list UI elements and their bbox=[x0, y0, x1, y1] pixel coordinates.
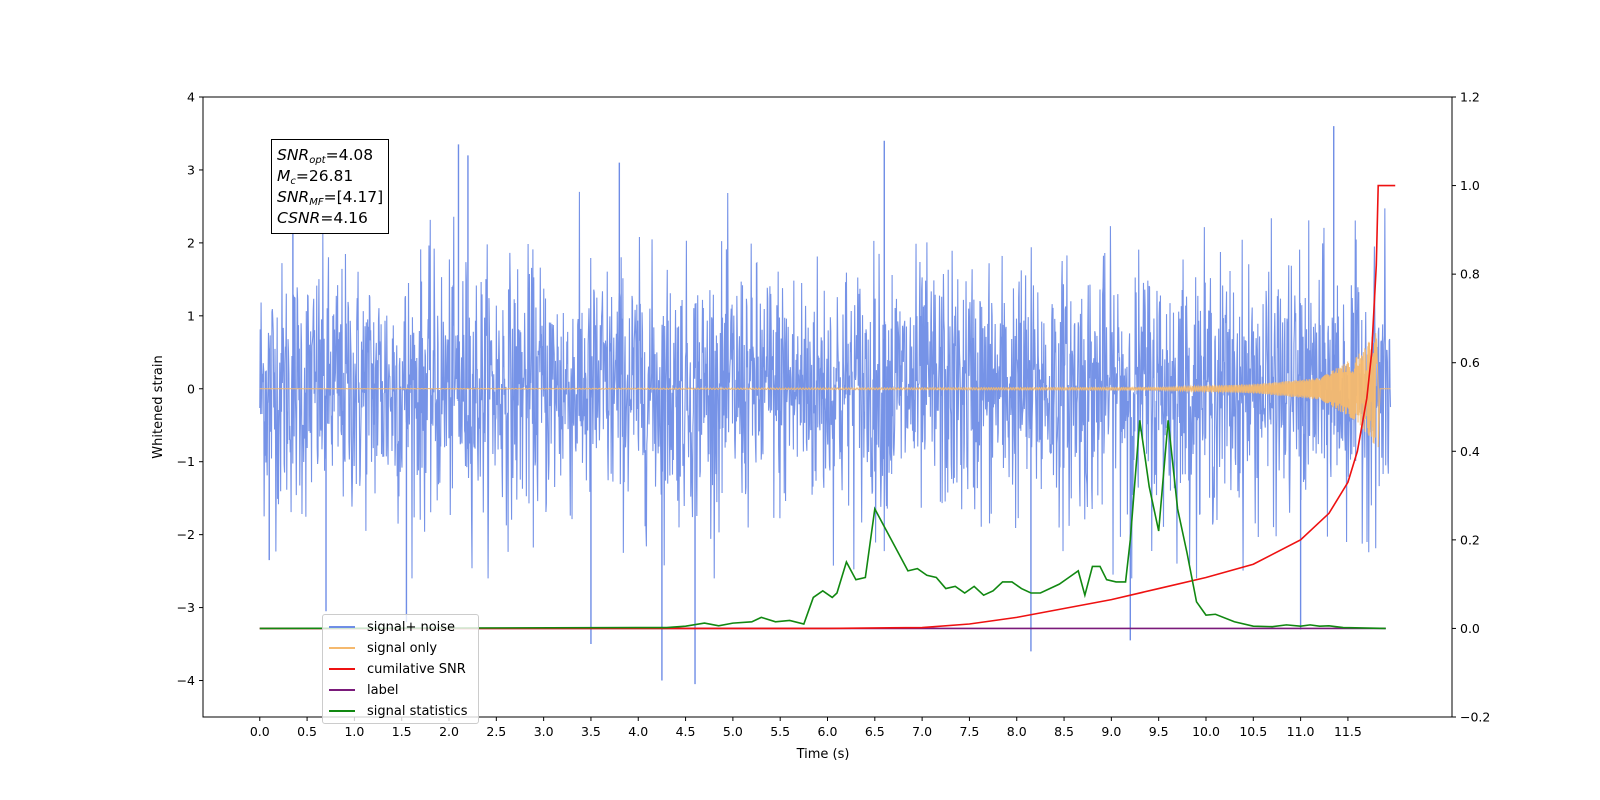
x-tick-label: 1.5 bbox=[392, 724, 412, 739]
x-tick-label: 8.0 bbox=[1007, 724, 1027, 739]
series-layer bbox=[259, 126, 1396, 685]
y-tick-label: 2 bbox=[187, 235, 195, 250]
x-tick-label: 11.5 bbox=[1334, 724, 1362, 739]
y-tick-label: −2 bbox=[177, 527, 195, 542]
y-tick-label: −1 bbox=[177, 454, 195, 469]
x-tick-label: 2.0 bbox=[439, 724, 459, 739]
x-tick-label: 0.5 bbox=[297, 724, 317, 739]
legend-swatch bbox=[329, 668, 355, 670]
y-tick-label: −3 bbox=[177, 600, 195, 615]
legend-label: signal+ noise bbox=[367, 619, 456, 635]
series-cumulative-snr-line bbox=[259, 184, 1396, 630]
x-tick-label: 7.0 bbox=[912, 724, 932, 739]
x-tick-label: 8.5 bbox=[1054, 724, 1074, 739]
series-signal-only-line bbox=[259, 333, 1391, 448]
y-tick-label: 4 bbox=[187, 90, 195, 105]
x-tick-label: 2.5 bbox=[486, 724, 506, 739]
legend-swatch bbox=[329, 647, 355, 649]
x-tick-label: 4.5 bbox=[676, 724, 696, 739]
snr-mf-line: SNRMF=[4.17] bbox=[277, 188, 384, 208]
plot-frame bbox=[202, 96, 1453, 718]
legend-swatch bbox=[329, 626, 355, 628]
y2-tick-label: 0.4 bbox=[1460, 444, 1480, 459]
y-tick-label: 1 bbox=[187, 308, 195, 323]
y2-tick-label: 0.0 bbox=[1460, 621, 1480, 636]
legend-swatch bbox=[329, 710, 355, 712]
legend-label: signal only bbox=[367, 640, 438, 656]
x-tick-label: 5.0 bbox=[723, 724, 743, 739]
csnr-line: CSNR=4.16 bbox=[277, 209, 368, 227]
legend-item: signal statistics bbox=[329, 702, 468, 720]
x-tick-label: 11.0 bbox=[1287, 724, 1315, 739]
x-tick-label: 4.0 bbox=[628, 724, 648, 739]
csnr-value: 4.16 bbox=[333, 209, 368, 227]
y2-tick-label: −0.2 bbox=[1460, 710, 1490, 725]
x-tick-label: 7.5 bbox=[959, 724, 979, 739]
x-tick-label: 6.0 bbox=[818, 724, 838, 739]
y2-tick-label: 0.2 bbox=[1460, 532, 1480, 547]
y2-tick-label: 0.6 bbox=[1460, 355, 1480, 370]
x-tick-label: 10.5 bbox=[1239, 724, 1267, 739]
legend-swatch bbox=[329, 689, 355, 691]
legend-label: signal statistics bbox=[367, 703, 468, 719]
x-tick-label: 3.5 bbox=[581, 724, 601, 739]
x-tick-label: 9.5 bbox=[1149, 724, 1169, 739]
x-tick-label: 3.0 bbox=[534, 724, 554, 739]
x-tick-label: 5.5 bbox=[770, 724, 790, 739]
series-signal-statistics-line bbox=[259, 420, 1386, 630]
x-tick-label: 0.0 bbox=[250, 724, 270, 739]
x-tick-label: 9.0 bbox=[1101, 724, 1121, 739]
series-signal-noise-line bbox=[259, 191, 1392, 579]
x-tick-label: 6.5 bbox=[865, 724, 885, 739]
legend-item: cumilative SNR bbox=[329, 660, 466, 678]
mc-line: Mc=26.81 bbox=[277, 167, 354, 187]
snr-mf-value: [4.17] bbox=[336, 188, 384, 206]
y2-tick-label: 1.0 bbox=[1460, 178, 1480, 193]
snr-opt-line: SNRopt=4.08 bbox=[277, 146, 374, 166]
x-axis-label: Time (s) bbox=[796, 747, 850, 762]
y2-axis-ticks: 1.2 1.0 0.8 0.6 0.4 0.2 0.0 −0.2 bbox=[1452, 90, 1490, 725]
x-tick-label: 10.0 bbox=[1192, 724, 1220, 739]
x-tick-label: 1.0 bbox=[344, 724, 364, 739]
mc-value: 26.81 bbox=[308, 167, 354, 185]
y-tick-label: −4 bbox=[177, 673, 195, 688]
legend-item: signal only bbox=[329, 639, 437, 657]
legend-label: cumilative SNR bbox=[367, 661, 466, 677]
legend-item: label bbox=[329, 681, 398, 699]
snr-info-box: SNRopt=4.08 Mc=26.81 SNRMF=[4.17] CSNR=4… bbox=[271, 139, 390, 234]
x-axis-ticks: 0.0 0.5 1.0 1.5 2.0 2.5 3.0 3.5 4.0 4.5 5.0 5.5 6.0 6… bbox=[250, 717, 1362, 739]
y-axis-label: Whitened strain bbox=[151, 355, 166, 458]
y-axis-ticks: 4 3 2 1 0 −1 −2 −3 −4 bbox=[177, 90, 203, 688]
snr-opt-value: 4.08 bbox=[338, 146, 374, 164]
legend-item: signal+ noise bbox=[329, 618, 455, 636]
y2-tick-label: 1.2 bbox=[1460, 90, 1480, 105]
y-tick-label: 3 bbox=[187, 162, 195, 177]
y-tick-label: 0 bbox=[187, 381, 195, 396]
legend: signal+ noise signal only cumilative SNR… bbox=[322, 614, 479, 724]
legend-label: label bbox=[367, 682, 399, 698]
y2-tick-label: 0.8 bbox=[1460, 267, 1480, 282]
